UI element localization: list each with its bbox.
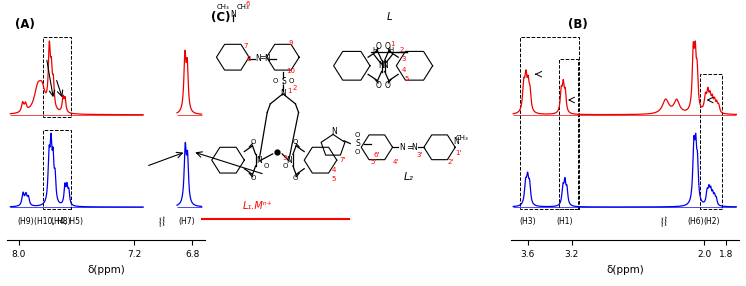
Text: N: N [383, 61, 388, 70]
Text: 5: 5 [331, 176, 336, 182]
Text: 1: 1 [287, 88, 292, 94]
Text: H: H [389, 47, 394, 53]
Bar [520, 37, 580, 209]
Text: O: O [263, 163, 269, 169]
Text: (H3): (H3) [519, 217, 536, 226]
Text: 2: 2 [400, 47, 404, 53]
Text: 7': 7' [340, 157, 346, 162]
Text: 4': 4' [393, 159, 399, 164]
Text: L: L [386, 12, 392, 22]
Text: 4: 4 [331, 167, 336, 173]
Text: N: N [286, 156, 292, 165]
Text: O: O [375, 42, 381, 51]
Text: 5: 5 [404, 76, 409, 82]
Text: O: O [272, 78, 278, 84]
Text: O: O [355, 132, 360, 138]
Text: 2: 2 [292, 85, 297, 91]
Text: O: O [289, 78, 294, 84]
Text: H: H [373, 47, 378, 53]
Text: (H2): (H2) [703, 217, 721, 226]
Text: O: O [375, 81, 381, 90]
Text: 3: 3 [401, 56, 406, 61]
Text: =: = [407, 143, 413, 152]
Text: L₂: L₂ [404, 172, 413, 182]
X-axis label: δ(ppm): δ(ppm) [606, 265, 644, 275]
Text: N: N [264, 53, 270, 63]
Bar [43, 130, 71, 209]
Text: (C): (C) [211, 11, 231, 24]
Text: =: = [260, 53, 266, 63]
Text: N: N [453, 137, 459, 146]
Text: (H9): (H9) [17, 217, 34, 226]
Text: CH₃: CH₃ [456, 135, 468, 141]
Text: O: O [292, 139, 298, 145]
Text: 5': 5' [371, 159, 377, 164]
Text: 6': 6' [374, 152, 380, 158]
Text: (H4, H5): (H4, H5) [51, 217, 83, 226]
Text: |: | [280, 82, 283, 89]
Text: N: N [400, 143, 405, 152]
Text: N: N [230, 10, 236, 19]
Text: //: // [158, 216, 167, 227]
Bar [700, 74, 722, 209]
Text: S: S [281, 77, 286, 86]
Text: (H1): (H1) [557, 217, 573, 226]
Text: 1': 1' [455, 150, 462, 156]
Text: 2': 2' [448, 159, 454, 165]
Text: (H10, H8): (H10, H8) [34, 217, 71, 226]
Text: N: N [255, 53, 260, 63]
Text: 3': 3' [416, 152, 422, 158]
Text: O: O [385, 81, 391, 90]
Text: (H7): (H7) [178, 217, 195, 226]
Text: 8: 8 [247, 56, 251, 61]
Text: N: N [280, 89, 286, 98]
Text: CH₃: CH₃ [216, 4, 229, 10]
Text: 4: 4 [401, 67, 406, 73]
Text: O: O [283, 163, 288, 169]
Text: 6: 6 [245, 1, 250, 7]
Text: 7: 7 [244, 43, 248, 49]
Text: 1: 1 [390, 41, 395, 47]
Text: L₁.Mⁿ⁺: L₁.Mⁿ⁺ [243, 201, 273, 211]
Text: (A): (A) [16, 18, 35, 31]
Text: O: O [292, 175, 298, 181]
Bar [43, 37, 71, 117]
X-axis label: δ(ppm): δ(ppm) [87, 265, 125, 275]
Text: O: O [251, 139, 256, 145]
Text: O: O [355, 149, 360, 155]
Text: //: // [659, 216, 668, 227]
Text: (B): (B) [568, 18, 588, 31]
Text: N: N [412, 143, 417, 152]
Text: N: N [257, 156, 263, 165]
Text: N: N [378, 61, 384, 70]
Text: 10: 10 [286, 68, 295, 74]
Text: S: S [355, 139, 360, 148]
Text: 3: 3 [282, 155, 286, 161]
Text: 9: 9 [289, 41, 293, 46]
Text: CH₃: CH₃ [236, 4, 249, 10]
Text: (H6): (H6) [687, 217, 703, 226]
Text: O: O [251, 175, 256, 181]
Text: N: N [332, 127, 337, 136]
Text: O: O [385, 42, 391, 51]
Bar [559, 59, 578, 209]
